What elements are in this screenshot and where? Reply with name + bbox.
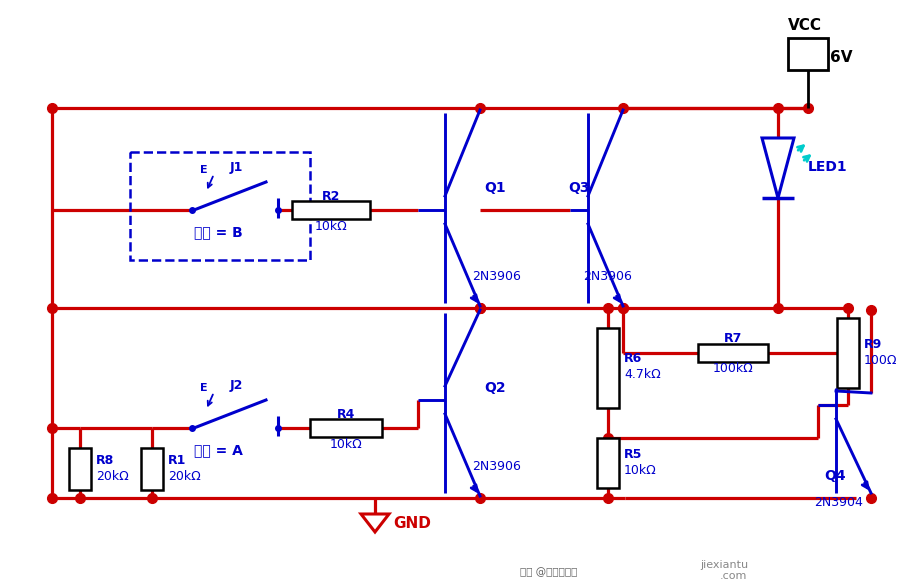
Bar: [788, 38, 828, 70]
Text: R8: R8: [96, 454, 114, 466]
Bar: [597, 328, 619, 408]
Text: J2: J2: [230, 380, 244, 393]
Text: 10kΩ: 10kΩ: [330, 438, 362, 451]
Text: R1: R1: [168, 454, 187, 466]
Text: J1: J1: [230, 162, 244, 175]
Text: 20kΩ: 20kΩ: [168, 469, 201, 482]
Text: .com: .com: [720, 571, 747, 581]
Text: 2N3904: 2N3904: [814, 496, 863, 509]
Text: 100Ω: 100Ω: [864, 353, 898, 366]
Text: R4: R4: [337, 407, 355, 421]
Bar: [141, 448, 163, 490]
Text: 4.7kΩ: 4.7kΩ: [624, 369, 660, 381]
Bar: [69, 448, 91, 490]
Text: 20kΩ: 20kΩ: [96, 469, 129, 482]
Text: 2N3906: 2N3906: [472, 270, 521, 282]
Text: LED1: LED1: [808, 160, 848, 174]
Text: E: E: [200, 383, 207, 393]
Bar: [837, 318, 859, 388]
Text: 6V: 6V: [830, 50, 853, 66]
Text: R5: R5: [624, 448, 642, 461]
Bar: [130, 152, 310, 260]
Text: 按键 = B: 按键 = B: [194, 225, 243, 239]
Text: 2N3906: 2N3906: [472, 459, 521, 472]
Text: 头条 @触摸技术圈: 头条 @触摸技术圈: [520, 567, 577, 577]
Text: Q3: Q3: [568, 181, 590, 195]
Bar: [292, 201, 370, 219]
Text: 10kΩ: 10kΩ: [314, 220, 347, 233]
Text: Q1: Q1: [484, 181, 506, 195]
Text: R9: R9: [864, 338, 882, 350]
Text: Q4: Q4: [824, 469, 845, 483]
Text: R6: R6: [624, 353, 642, 366]
Text: R7: R7: [724, 332, 742, 346]
Text: jiexiantu: jiexiantu: [700, 560, 748, 570]
Text: 按键 = A: 按键 = A: [194, 443, 243, 457]
Text: Q2: Q2: [484, 381, 506, 395]
Text: 2N3906: 2N3906: [583, 270, 631, 282]
Text: 10kΩ: 10kΩ: [624, 464, 657, 476]
Bar: [698, 344, 768, 362]
Text: GND: GND: [393, 516, 431, 530]
Bar: [310, 419, 382, 437]
Text: VCC: VCC: [788, 19, 822, 33]
Text: R2: R2: [322, 189, 340, 203]
Text: 100kΩ: 100kΩ: [713, 363, 754, 376]
Text: E: E: [200, 165, 207, 175]
Bar: [597, 438, 619, 488]
